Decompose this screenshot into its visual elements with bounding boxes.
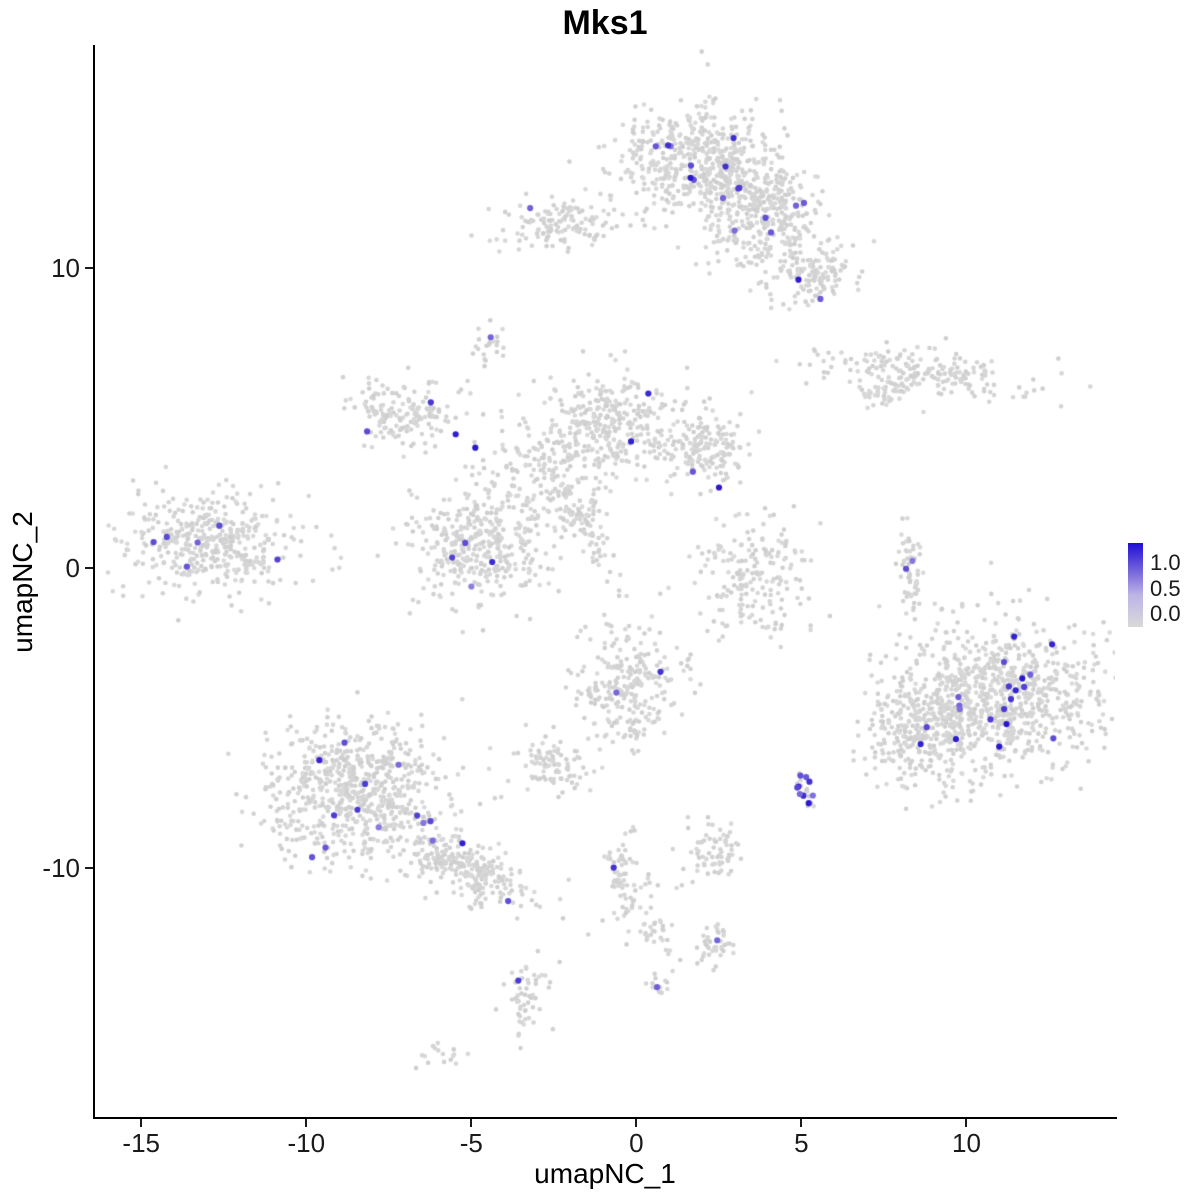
- x-tick-mark: [305, 1119, 308, 1127]
- legend-tick-label: 0.0: [1150, 601, 1181, 626]
- y-tick-label: 0: [65, 552, 80, 583]
- umap-scatter-canvas: [95, 45, 1115, 1117]
- legend-gradient-bar: [1128, 543, 1143, 627]
- x-tick-label: -15: [122, 1128, 160, 1158]
- x-tick-label: 10: [951, 1128, 981, 1158]
- x-tick-label: -5: [459, 1128, 483, 1158]
- y-tick-label: 10: [51, 252, 80, 283]
- y-tick-mark: [85, 566, 93, 569]
- legend-tick-label: 1.0: [1150, 550, 1181, 575]
- x-tick-mark: [800, 1119, 803, 1127]
- x-axis-line: [93, 1117, 1117, 1119]
- x-tick-label: 5: [794, 1128, 809, 1158]
- plot-title: Mks1: [562, 4, 648, 42]
- x-tick-label: 0: [629, 1128, 644, 1158]
- y-axis-line: [93, 45, 95, 1119]
- legend-tick-label: 0.5: [1150, 576, 1181, 601]
- x-tick-mark: [470, 1119, 473, 1127]
- y-tick-mark: [85, 266, 93, 269]
- x-tick-mark: [965, 1119, 968, 1127]
- x-tick-label: -10: [287, 1128, 326, 1158]
- y-tick-label: -10: [42, 852, 80, 883]
- x-tick-mark: [635, 1119, 638, 1127]
- y-tick-mark: [85, 866, 93, 869]
- x-tick-mark: [140, 1119, 143, 1127]
- x-axis-title: umapNC_1: [534, 1158, 676, 1189]
